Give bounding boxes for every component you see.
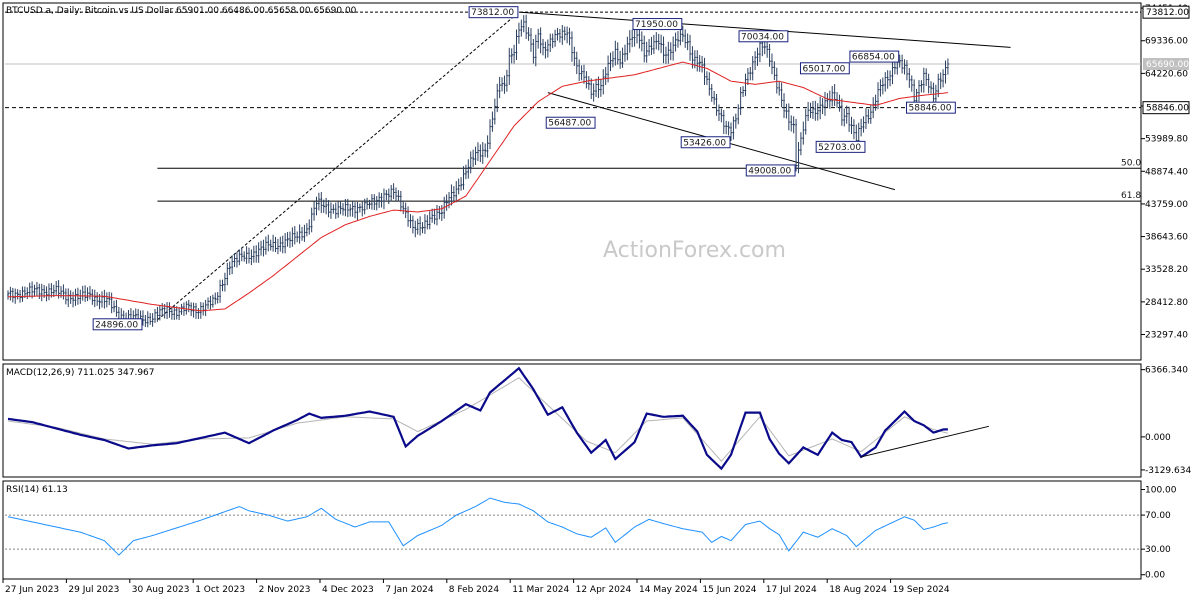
price-level-label-box [799,62,850,75]
price-axis-tag: 73812.00 [1142,5,1190,19]
price-level-label: 65017.00 [799,62,850,75]
price-level-label: 52703.00 [815,140,866,153]
macd-panel-frame [2,363,1142,478]
macd-y-axis: 6366.340 0.000 -3129.634 [1141,366,1191,476]
price-level-label-box [738,30,789,43]
rsi-line [7,497,948,556]
upper-channel-line [518,11,1011,48]
y-tick-label: 33528.20 [1145,265,1188,275]
price-level-label-text: 49008.00 [748,166,791,176]
y-tick-label: -3129.634 [1145,466,1191,476]
price-level-label-text: 56487.00 [548,119,591,129]
price-axis-tag-box [1142,5,1190,19]
price-level-label: 49008.00 [745,164,796,177]
price-level-label-box [468,6,519,19]
y-tick-label: 64220.60 [1145,69,1188,79]
price-level-label-box [849,50,900,63]
price-level-label: 70034.00 [738,30,789,43]
price-level-label-text: 66854.00 [852,53,895,63]
macd-signal-line [7,377,949,462]
price-level-label-box [632,18,683,31]
price-axis-tag-box [1142,101,1190,115]
x-tick-label: 14 May 2024 [639,585,698,595]
macd-panel: MACD(12,26,9) 711.025 347.967 6366.340 0.… [2,363,1191,478]
x-tick-label: 1 Oct 2023 [195,585,245,595]
rsi-title: RSI(14) 61.13 [6,485,68,495]
chart-header: BTCUSD.a, Daily: Bitcoin vs US Dollar 65… [6,6,357,16]
x-tick-label: 4 Dec 2023 [322,585,374,595]
price-level-label-box [745,164,796,177]
price-level-label: 58846.00 [906,101,956,114]
price-level-label-text: 58846.00 [909,104,952,114]
rsi-y-axis: 100.00 70.00 30.00 0.00 [5,486,1177,581]
rsi-panel: RSI(14) 61.13 100.00 70.00 30.00 0.00 [2,480,1177,581]
price-level-label-text: 65017.00 [802,64,845,74]
y-tick-label: 43759.00 [1145,200,1188,210]
price-level-label-text: 71950.00 [635,20,678,30]
price-level-label-box [92,318,143,331]
price-level-label-box [680,136,731,149]
price-level-label: 71950.00 [632,18,683,31]
y-tick-label: 23297.40 [1145,330,1188,340]
price-level-label: 56487.00 [545,116,596,129]
x-axis: 27 Jun 2023 29 Jul 2023 30 Aug 2023 1 Oct 2… [2,579,950,595]
x-tick-label: 8 Feb 2024 [449,585,500,595]
moving-average-line [8,61,948,312]
watermark: ActionForex.com [603,238,786,263]
price-level-label: 66854.00 [849,50,900,63]
price-panel: BTCUSD.a, Daily: Bitcoin vs US Dollar 65… [2,2,1190,361]
price-level-label-box [545,116,596,129]
price-axis-tag-text: 65690.00 [1146,60,1189,70]
x-tick-label: 17 Jul 2024 [766,585,817,595]
x-tick-label: 7 Jan 2024 [385,585,433,595]
price-level-labels: 73812.00 71950.00 70034.00 66854.00 65017.00… [92,6,956,331]
y-tick-label: 53989.80 [1145,135,1188,145]
price-axis-tag-text: 73812.00 [1146,8,1189,18]
rsi-panel-frame [2,480,1142,580]
retracement-diagonal [157,11,520,321]
x-tick-label: 2 Nov 2023 [259,585,311,595]
price-axis-tag: 58846.00 [1142,101,1190,115]
price-level-label-text: 70034.00 [741,32,784,42]
macd-line [7,366,948,471]
price-level-label: 53426.00 [680,136,731,149]
y-tick-label: 48874.40 [1145,167,1188,177]
price-axis-tags: 73812.00 65690.00 58846.00 [1142,5,1190,115]
fib-level-label: 61.8 [1121,191,1141,201]
y-tick-label: 70.00 [1145,511,1171,521]
y-tick-label: 0.000 [1145,433,1171,443]
price-panel-frame [2,2,1142,361]
price-level-label-text: 73812.00 [471,8,514,18]
x-tick-label: 29 Jul 2023 [68,585,119,595]
x-tick-label: 15 Jun 2024 [702,585,756,595]
price-level-label-text: 52703.00 [818,143,861,153]
price-level-label-box [815,140,866,153]
x-tick-label: 12 Apr 2024 [576,585,632,595]
macd-title: MACD(12,26,9) 711.025 347.967 [6,368,155,378]
price-level-label: 24896.00 [92,318,143,331]
x-tick-label: 30 Aug 2023 [132,585,190,595]
price-axis-tag-text: 58846.00 [1146,104,1189,114]
y-tick-label: 100.00 [1145,486,1177,496]
price-level-label-text: 53426.00 [683,138,726,148]
price-level-label: 73812.00 [468,6,519,19]
x-tick-label: 19 Sep 2024 [893,585,950,595]
macd-trendline [861,425,989,458]
x-tick-label: 18 Aug 2024 [829,585,887,595]
y-tick-label: 28412.80 [1145,298,1188,308]
y-tick-label: 0.00 [1145,571,1165,581]
price-axis-tag: 65690.00 [1143,57,1189,70]
y-tick-label: 6366.340 [1145,366,1188,376]
y-tick-label: 38643.60 [1145,233,1188,243]
y-tick-label: 30.00 [1145,545,1171,555]
price-level-label-text: 24896.00 [95,320,138,330]
price-axis-tag-box [1143,57,1189,70]
price-level-label-box [906,101,956,114]
fib-level-label: 50.0 [1121,158,1141,168]
x-tick-label: 27 Jun 2023 [5,585,59,595]
y-tick-label: 69336.00 [1145,37,1188,47]
x-tick-label: 11 Mar 2024 [512,585,569,595]
